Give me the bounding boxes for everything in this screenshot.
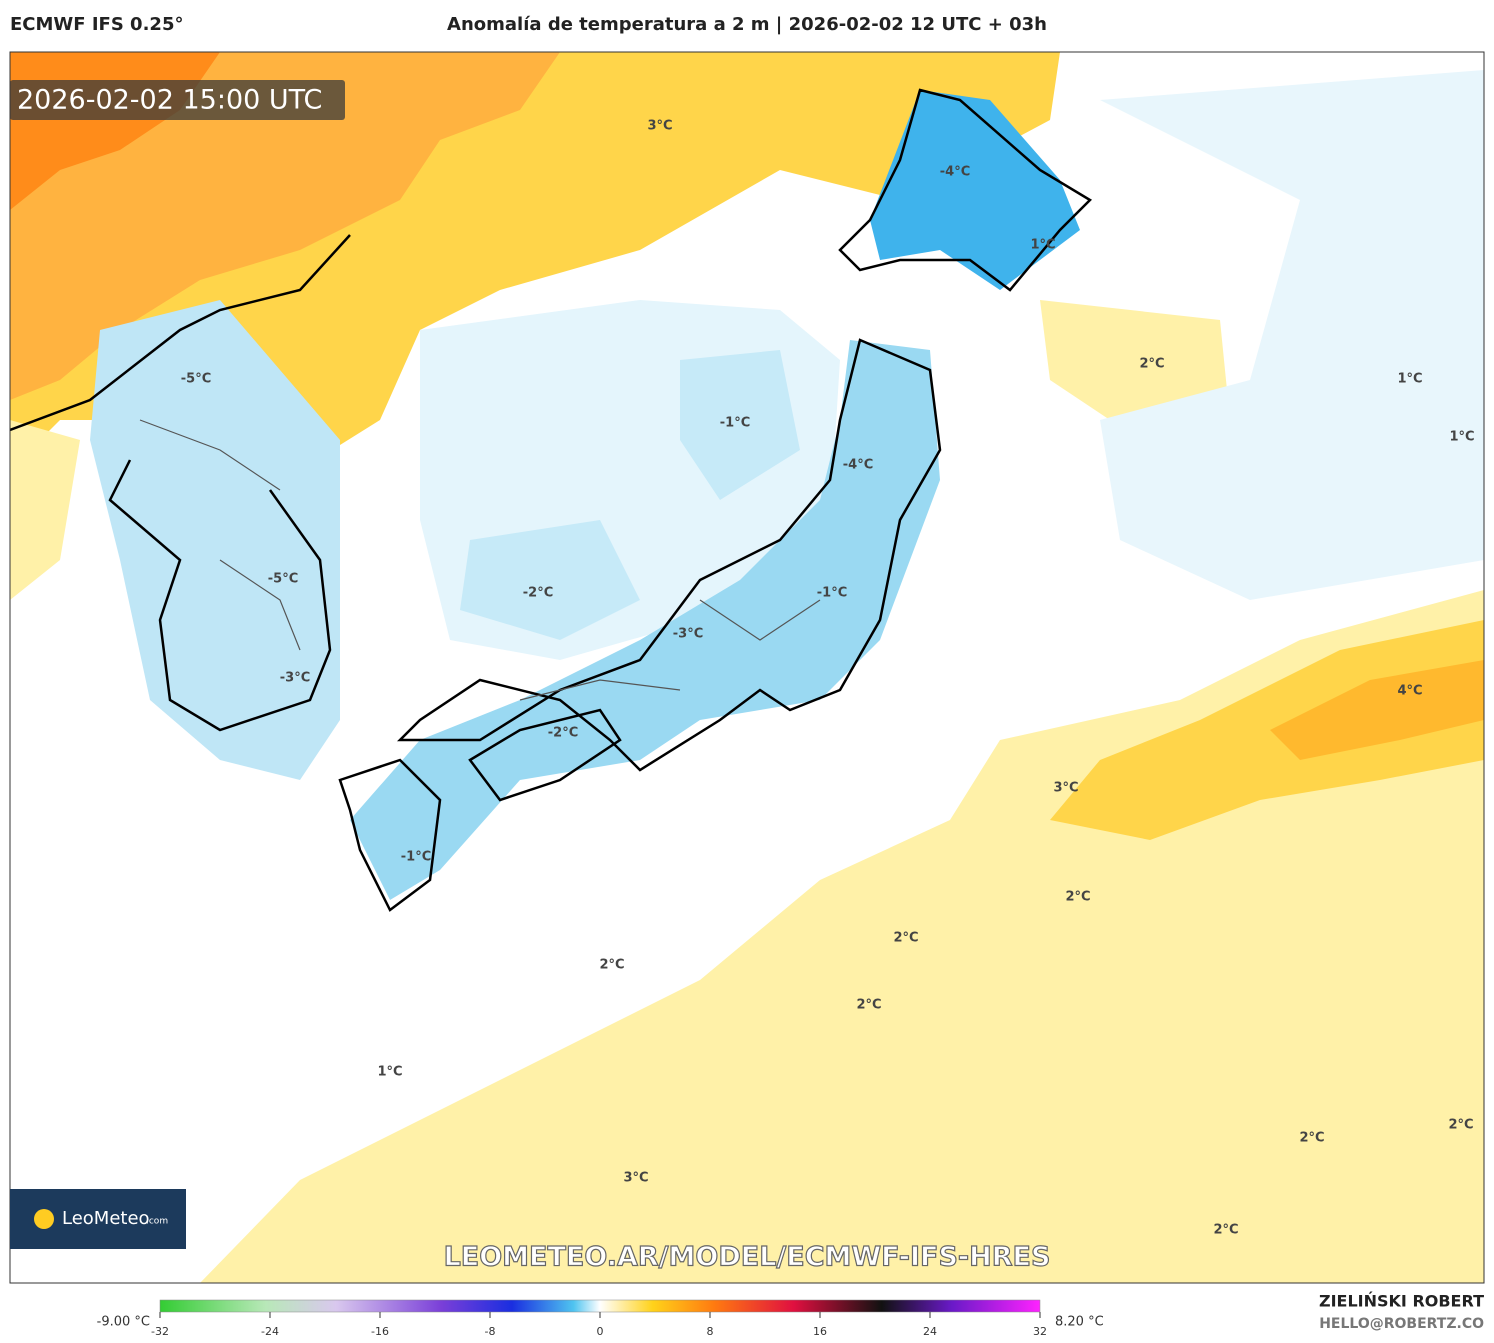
contour-label: 2°C [1065, 890, 1090, 905]
logo-suffix: .com [146, 1217, 168, 1227]
contour-label: 2°C [1448, 1118, 1473, 1133]
contour-label: -4°C [940, 165, 970, 180]
time-badge [10, 80, 345, 120]
contour-label: 2°C [1299, 1131, 1324, 1146]
contour-label: 2°C [599, 958, 624, 973]
contour-label: 1°C [1397, 372, 1422, 387]
contour-label: -1°C [720, 416, 750, 431]
contour-label: 1°C [377, 1065, 402, 1080]
watermark: LEOMETEO.AR/MODEL/ECMWF-IFS-HRES [444, 1242, 1051, 1273]
cool-area [1100, 70, 1484, 600]
contour-label: -1°C [401, 850, 431, 865]
warm-area [10, 52, 560, 400]
contour-label: -3°C [280, 671, 310, 686]
warm-area [10, 420, 80, 600]
colorbar [159, 1299, 1041, 1313]
logo-sun [34, 1209, 54, 1229]
colorbar-tick-label: 16 [813, 1325, 827, 1338]
colorbar-tick-label: 8 [707, 1325, 714, 1338]
valid-time: 2026-02-02 15:00 UTC [17, 85, 322, 116]
warm-area [1050, 620, 1484, 840]
colorbar-tick-label: -16 [371, 1325, 389, 1338]
cool-area [90, 300, 340, 780]
cool-area [680, 350, 800, 500]
contour-label: 4°C [1397, 684, 1422, 699]
cool-area [870, 90, 1080, 290]
contact: HELLO@ROBERTZ.CO [1319, 1316, 1484, 1332]
contour-label: 2°C [856, 998, 881, 1013]
contour-label: -4°C [843, 458, 873, 473]
contour-label: 2°C [1139, 357, 1164, 372]
contour-label: -5°C [268, 572, 298, 587]
colorbar-tick-label: 0 [597, 1325, 604, 1338]
colorbar-min: -9.00 °C [97, 1315, 150, 1330]
contour-label: -5°C [181, 372, 211, 387]
contour-label: -1°C [817, 586, 847, 601]
colorbar-tick-label: -8 [485, 1325, 496, 1338]
colorbar-tick-label: 32 [1033, 1325, 1047, 1338]
contour-label: 1°C [1449, 430, 1474, 445]
colorbar-tick-label: 24 [923, 1325, 937, 1338]
map-frame [9, 51, 1485, 1284]
map [10, 52, 1484, 1283]
cool-area [460, 520, 640, 640]
cool-area [350, 340, 940, 900]
contour-label: 1°C [1030, 238, 1055, 253]
colorbar-tick-label: -24 [261, 1325, 279, 1338]
colorbar-tick-label: -32 [151, 1325, 169, 1338]
contour-label: 3°C [1053, 781, 1078, 796]
contour-label: 3°C [647, 119, 672, 134]
contour-label: -3°C [673, 627, 703, 642]
contour-label: 2°C [893, 931, 918, 946]
contour-label: -2°C [523, 586, 553, 601]
colorbar-max: 8.20 °C [1055, 1315, 1104, 1330]
model-name: ECMWF IFS 0.25° [10, 14, 183, 35]
warm-area [1270, 660, 1484, 760]
map-title: Anomalía de temperatura a 2 m | 2026-02-… [447, 14, 1047, 35]
author: ZIELIŃSKI ROBERT [1319, 1292, 1484, 1311]
contour-label: 2°C [1213, 1223, 1238, 1238]
contour-label: -2°C [548, 726, 578, 741]
contour-label: 3°C [623, 1171, 648, 1186]
logo-name: LeoMeteo [62, 1208, 150, 1229]
